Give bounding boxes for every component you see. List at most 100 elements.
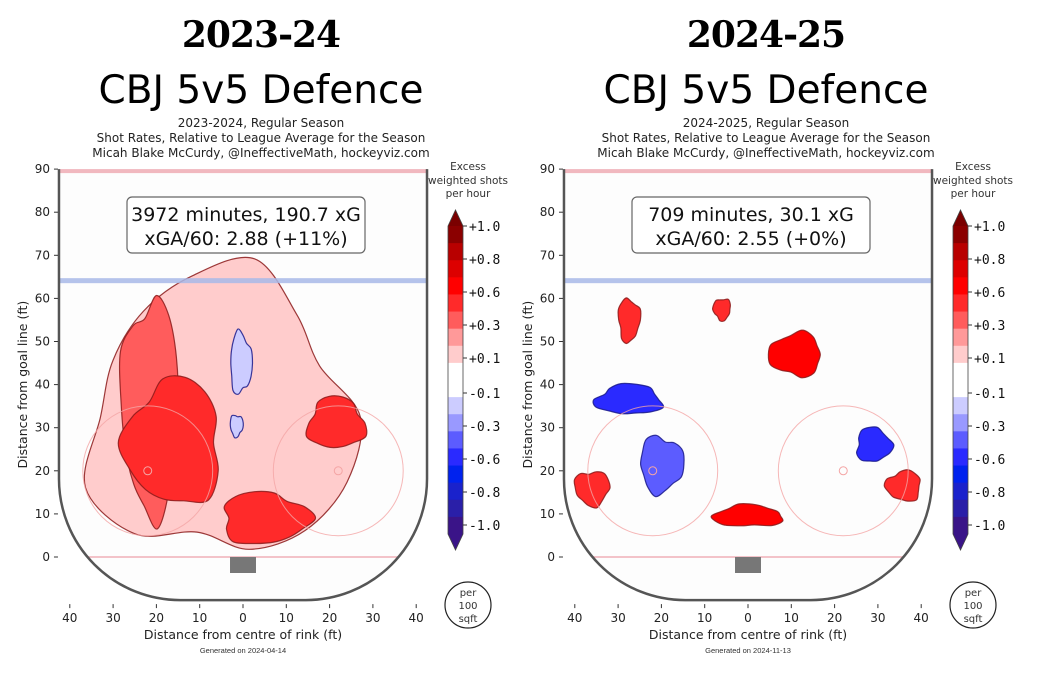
faceoff-dot <box>838 466 848 476</box>
centre-line <box>58 169 428 174</box>
x-tick-label: 0 <box>744 611 752 625</box>
y-tick-label: 10 <box>540 507 555 521</box>
colorbar-segment <box>448 260 463 278</box>
unit-badge-line3: sqft <box>964 614 983 625</box>
faceoff-circle <box>272 405 404 537</box>
contour-above-average <box>767 329 821 379</box>
colorbar-segment <box>953 465 968 484</box>
annotation-xga60: xGA/60: 2.88 (+11%) <box>144 228 347 250</box>
colorbar-segment <box>953 294 968 313</box>
colorbar-segment <box>953 243 968 261</box>
colorbar-segment <box>953 397 968 415</box>
colorbar-segment <box>448 294 463 313</box>
colorbar-segment <box>448 397 463 415</box>
colorbar-outline <box>447 209 464 551</box>
x-tick-label: 20 <box>322 611 337 625</box>
contour-above-average <box>710 503 784 527</box>
y-tick-label: 50 <box>35 335 50 349</box>
y-tick-label: 70 <box>35 248 50 262</box>
contour-above-average <box>883 469 921 502</box>
faceoff-circle <box>777 405 909 537</box>
y-axis-label: Distance from goal line (ft) <box>520 301 535 469</box>
subtitle-season: 2024-2025, Regular Season <box>682 116 850 130</box>
x-tick-label: 20 <box>827 611 842 625</box>
x-axis-label: Distance from centre of rink (ft) <box>649 627 847 642</box>
rink-boards <box>57 169 429 602</box>
season-label: 2024-25 <box>686 14 846 56</box>
colorbar-tick-label: -0.1 <box>469 387 500 402</box>
colorbar-tick-label: -0.6 <box>469 453 500 468</box>
colorbar-segment <box>448 465 463 484</box>
colorbar-segment <box>448 328 463 347</box>
colorbar-tick-label: +0.8 <box>974 253 1005 268</box>
contour-below-average <box>229 414 244 439</box>
colorbar-tick-label: +0.6 <box>469 286 500 301</box>
y-tick-label: 70 <box>540 248 555 262</box>
unit-badge-line2: 100 <box>458 601 477 612</box>
contour-below-average <box>855 426 895 462</box>
colorbar-extend-min <box>953 534 968 550</box>
faceoff-dot <box>143 466 153 476</box>
blue-line <box>563 278 933 284</box>
colorbar-segment <box>448 226 463 244</box>
colorbar-tick-label: +0.1 <box>974 352 1005 367</box>
y-tick-label: 30 <box>35 421 50 435</box>
faceoff-circle <box>82 405 214 537</box>
contour-layer <box>573 297 921 527</box>
unit-badge-line3: sqft <box>459 614 478 625</box>
x-tick-label: 10 <box>697 611 712 625</box>
colorbar-tick-label: -0.1 <box>974 387 1005 402</box>
x-axis-label: Distance from centre of rink (ft) <box>144 627 342 642</box>
subtitle-author: Micah Blake McCurdy, @IneffectiveMath, h… <box>92 146 430 160</box>
colorbar-segment <box>953 362 968 398</box>
colorbar-segment <box>953 414 968 432</box>
annotation-minutes-xg: 3972 minutes, 190.7 xG <box>131 204 361 226</box>
y-tick-label: 50 <box>540 335 555 349</box>
x-tick-label: 40 <box>409 611 424 625</box>
colorbar-segment <box>448 482 463 501</box>
colorbar-extend-max <box>448 210 463 226</box>
y-tick-label: 40 <box>35 378 50 392</box>
colorbar-extend-min <box>448 534 463 550</box>
colorbar-tick-label: +0.3 <box>974 319 1005 334</box>
panel-2024-25: 2024-25 CBJ 5v5 Defence 2024-2025, Regul… <box>505 0 1027 678</box>
subtitle-author: Micah Blake McCurdy, @IneffectiveMath, h… <box>597 146 935 160</box>
colorbar-tick-label: -1.0 <box>469 519 500 534</box>
annotation-minutes-xg: 709 minutes, 30.1 xG <box>648 204 854 226</box>
colorbar-tick-label: +1.0 <box>974 220 1005 235</box>
colorbar-tick-label: -0.8 <box>974 486 1005 501</box>
colorbar-segment <box>448 431 463 449</box>
colorbar-segment <box>448 414 463 432</box>
x-tick-label: 40 <box>62 611 77 625</box>
faceoff-dot <box>333 466 343 476</box>
chart-title: CBJ 5v5 Defence <box>98 68 424 113</box>
colorbar-segment <box>953 226 968 244</box>
colorbar-tick-label: +1.0 <box>469 220 500 235</box>
season-label: 2023-24 <box>181 14 341 56</box>
generated-date: Generated on 2024-11-13 <box>705 646 791 655</box>
panel-2023-24: 2023-24 CBJ 5v5 Defence 2023-2024, Regul… <box>0 0 522 678</box>
annotation-box <box>126 196 366 254</box>
x-tick-label: 10 <box>192 611 207 625</box>
chart-title: CBJ 5v5 Defence <box>603 68 929 113</box>
colorbar-outline <box>952 209 969 551</box>
colorbar-title-line2: weighted shots <box>933 175 1013 187</box>
subtitle-description: Shot Rates, Relative to League Average f… <box>601 131 931 145</box>
y-tick-label: 0 <box>547 550 555 564</box>
faceoff-circle <box>587 405 719 537</box>
x-tick-label: 40 <box>914 611 929 625</box>
colorbar-title-line1: Excess <box>955 161 991 173</box>
colorbar-segment <box>953 448 968 467</box>
x-tick-label: 30 <box>365 611 380 625</box>
contour-above-average <box>711 298 731 322</box>
colorbar-extend-max <box>953 210 968 226</box>
contour-above-average <box>305 395 368 449</box>
colorbar-title-line2: weighted shots <box>428 175 508 187</box>
y-tick-label: 80 <box>35 205 50 219</box>
faceoff-dot <box>648 466 658 476</box>
x-tick-label: 30 <box>610 611 625 625</box>
colorbar-segment <box>953 345 968 364</box>
x-tick-label: 10 <box>279 611 294 625</box>
